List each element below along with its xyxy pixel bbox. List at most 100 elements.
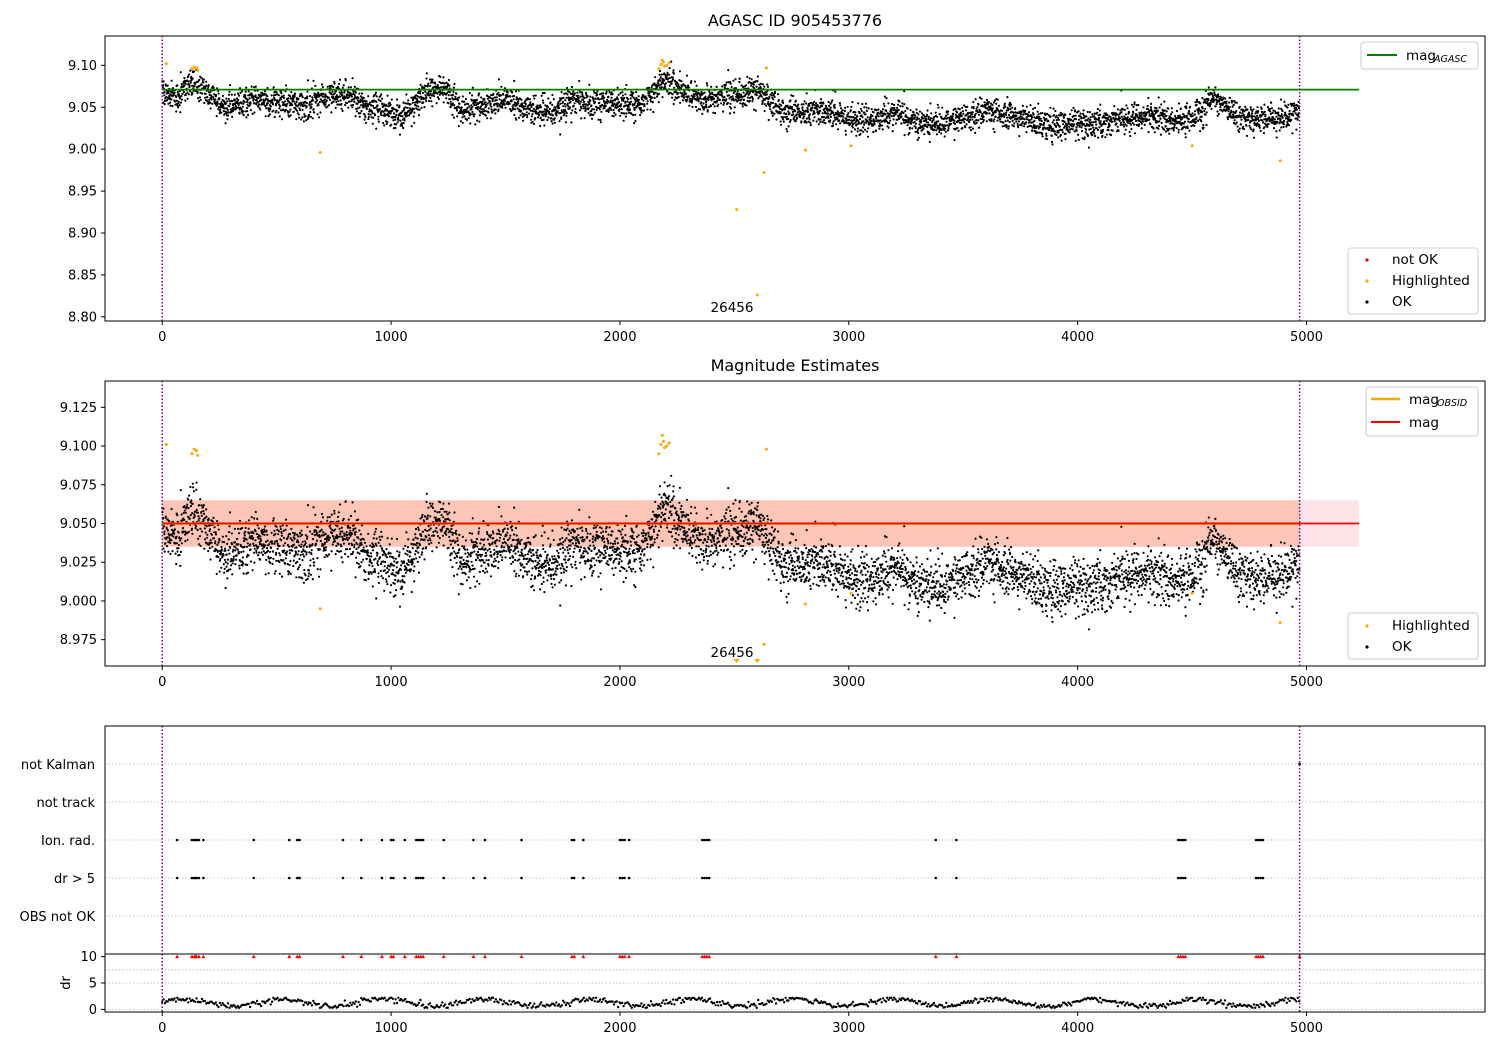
highlighted-point bbox=[849, 144, 853, 148]
y-axis-agasc: 8.80 8.85 8.90 8.95 9.00 9.05 9.10 bbox=[68, 59, 105, 325]
x-tick-label: 0 bbox=[158, 675, 166, 690]
flag-point bbox=[483, 838, 487, 842]
dr-clipped-marker bbox=[1297, 954, 1302, 959]
flag-point bbox=[472, 876, 475, 880]
flag-label-not-track: not track bbox=[36, 796, 95, 811]
x-tick-label: 1000 bbox=[375, 330, 408, 345]
flag-point bbox=[570, 838, 574, 842]
highlighted-point bbox=[1190, 144, 1194, 148]
flag-point bbox=[403, 876, 407, 880]
flag-point bbox=[627, 876, 631, 880]
flag-point bbox=[417, 838, 420, 842]
highlighted-point bbox=[667, 441, 671, 445]
flag-point bbox=[392, 838, 395, 842]
flag-point bbox=[197, 876, 201, 880]
x-axis-magnitude: 0 1000 2000 3000 4000 5000 bbox=[158, 666, 1323, 690]
flag-point bbox=[955, 838, 958, 842]
legend-box bbox=[1347, 247, 1479, 315]
flag-point bbox=[389, 838, 393, 842]
flag-point bbox=[1183, 838, 1187, 842]
flag-point bbox=[190, 876, 194, 880]
y-tick-label: 10 bbox=[80, 950, 97, 965]
dr-clipped-marker bbox=[391, 954, 396, 959]
flag-point bbox=[341, 838, 345, 842]
y-tick-label: 9.000 bbox=[60, 594, 97, 609]
y-tick-label: 9.00 bbox=[68, 143, 97, 158]
legend-label-mag: mag bbox=[1409, 415, 1439, 431]
flag-point bbox=[195, 876, 198, 880]
flag-point bbox=[403, 838, 407, 842]
flag-label-obs-not-ok: OBS not OK bbox=[20, 910, 96, 925]
highlighted-point bbox=[803, 148, 807, 152]
dr-clipped-marker bbox=[251, 954, 256, 959]
flag-point bbox=[618, 838, 622, 842]
dr-clipped-marker bbox=[622, 954, 627, 959]
flag-point bbox=[417, 876, 420, 880]
highlighted-point bbox=[657, 67, 661, 71]
flag-point bbox=[570, 876, 574, 880]
flag-point bbox=[360, 838, 363, 842]
flag-point bbox=[389, 876, 393, 880]
highlighted-point bbox=[1278, 621, 1282, 625]
dr-clipped-marker bbox=[402, 954, 407, 959]
highlighted-point bbox=[764, 447, 768, 451]
legend-box bbox=[1360, 41, 1479, 70]
dr-clipped-marker bbox=[572, 954, 577, 959]
flag-point bbox=[298, 876, 301, 880]
highlighted-point bbox=[192, 447, 196, 451]
legend-box bbox=[1347, 612, 1479, 660]
legend-label-mag-obsid: mag bbox=[1409, 392, 1439, 408]
flag-point bbox=[520, 876, 523, 880]
flag-point bbox=[392, 876, 395, 880]
legend-marker-not-ok bbox=[1365, 258, 1369, 262]
flag-point bbox=[582, 876, 585, 880]
flag-point bbox=[197, 838, 201, 842]
flag-point bbox=[934, 876, 938, 880]
flag-point bbox=[627, 838, 631, 842]
highlighted-point bbox=[164, 62, 168, 66]
y-tick-label: 9.100 bbox=[60, 440, 97, 455]
flag-point bbox=[572, 838, 576, 842]
flag-point bbox=[620, 876, 624, 880]
axes-frame-agasc bbox=[104, 35, 1486, 322]
flag-point bbox=[287, 876, 291, 880]
flag-point bbox=[1181, 838, 1185, 842]
highlighted-point bbox=[803, 602, 807, 606]
legend-label-not-ok: not OK bbox=[1392, 252, 1439, 268]
x-tick-label: 5000 bbox=[1290, 330, 1323, 345]
flag-point bbox=[701, 838, 704, 842]
panel-magnitude-estimates: Magnitude Estimates 26456 0 1000 2000 3000 4… bbox=[60, 356, 1486, 690]
flag-point bbox=[1177, 838, 1180, 842]
legend-label-mag-agasc: mag bbox=[1406, 48, 1436, 64]
dr-clipped-marker bbox=[933, 954, 938, 959]
plot-area-magnitude-estimates bbox=[161, 381, 1360, 666]
legend-subscript-obsid: OBSID bbox=[1437, 398, 1467, 409]
flag-point bbox=[1177, 876, 1180, 880]
flag-point bbox=[421, 838, 425, 842]
plot-area-flags bbox=[105, 726, 1485, 954]
highlighted-point bbox=[164, 443, 168, 447]
legend-marker-ok bbox=[1365, 300, 1369, 304]
plot-area-agasc bbox=[161, 36, 1360, 321]
y-tick-label: 9.050 bbox=[60, 517, 97, 532]
dr-clipped-marker bbox=[1183, 954, 1188, 959]
flag-point bbox=[421, 876, 425, 880]
dr-clipped-marker bbox=[421, 954, 426, 959]
dr-clipped-marker bbox=[627, 954, 632, 959]
x-tick-label: 2000 bbox=[603, 675, 636, 690]
y-tick-label: 5 bbox=[89, 977, 97, 992]
highlighted-point bbox=[663, 446, 667, 450]
x-tick-label: 3000 bbox=[832, 675, 865, 690]
flag-point bbox=[442, 876, 446, 880]
dr-clipped-marker bbox=[196, 954, 201, 959]
flag-point bbox=[1179, 876, 1182, 880]
flag-point bbox=[703, 838, 706, 842]
x-axis-dr: 0 1000 2000 3000 4000 5000 bbox=[158, 1012, 1323, 1036]
highlighted-point bbox=[657, 452, 661, 456]
highlighted-point bbox=[318, 607, 322, 611]
highlighted-point bbox=[665, 444, 669, 448]
flag-point bbox=[298, 838, 301, 842]
flag-point bbox=[620, 838, 624, 842]
x-tick-label: 2000 bbox=[603, 330, 636, 345]
flag-point bbox=[1254, 838, 1258, 842]
